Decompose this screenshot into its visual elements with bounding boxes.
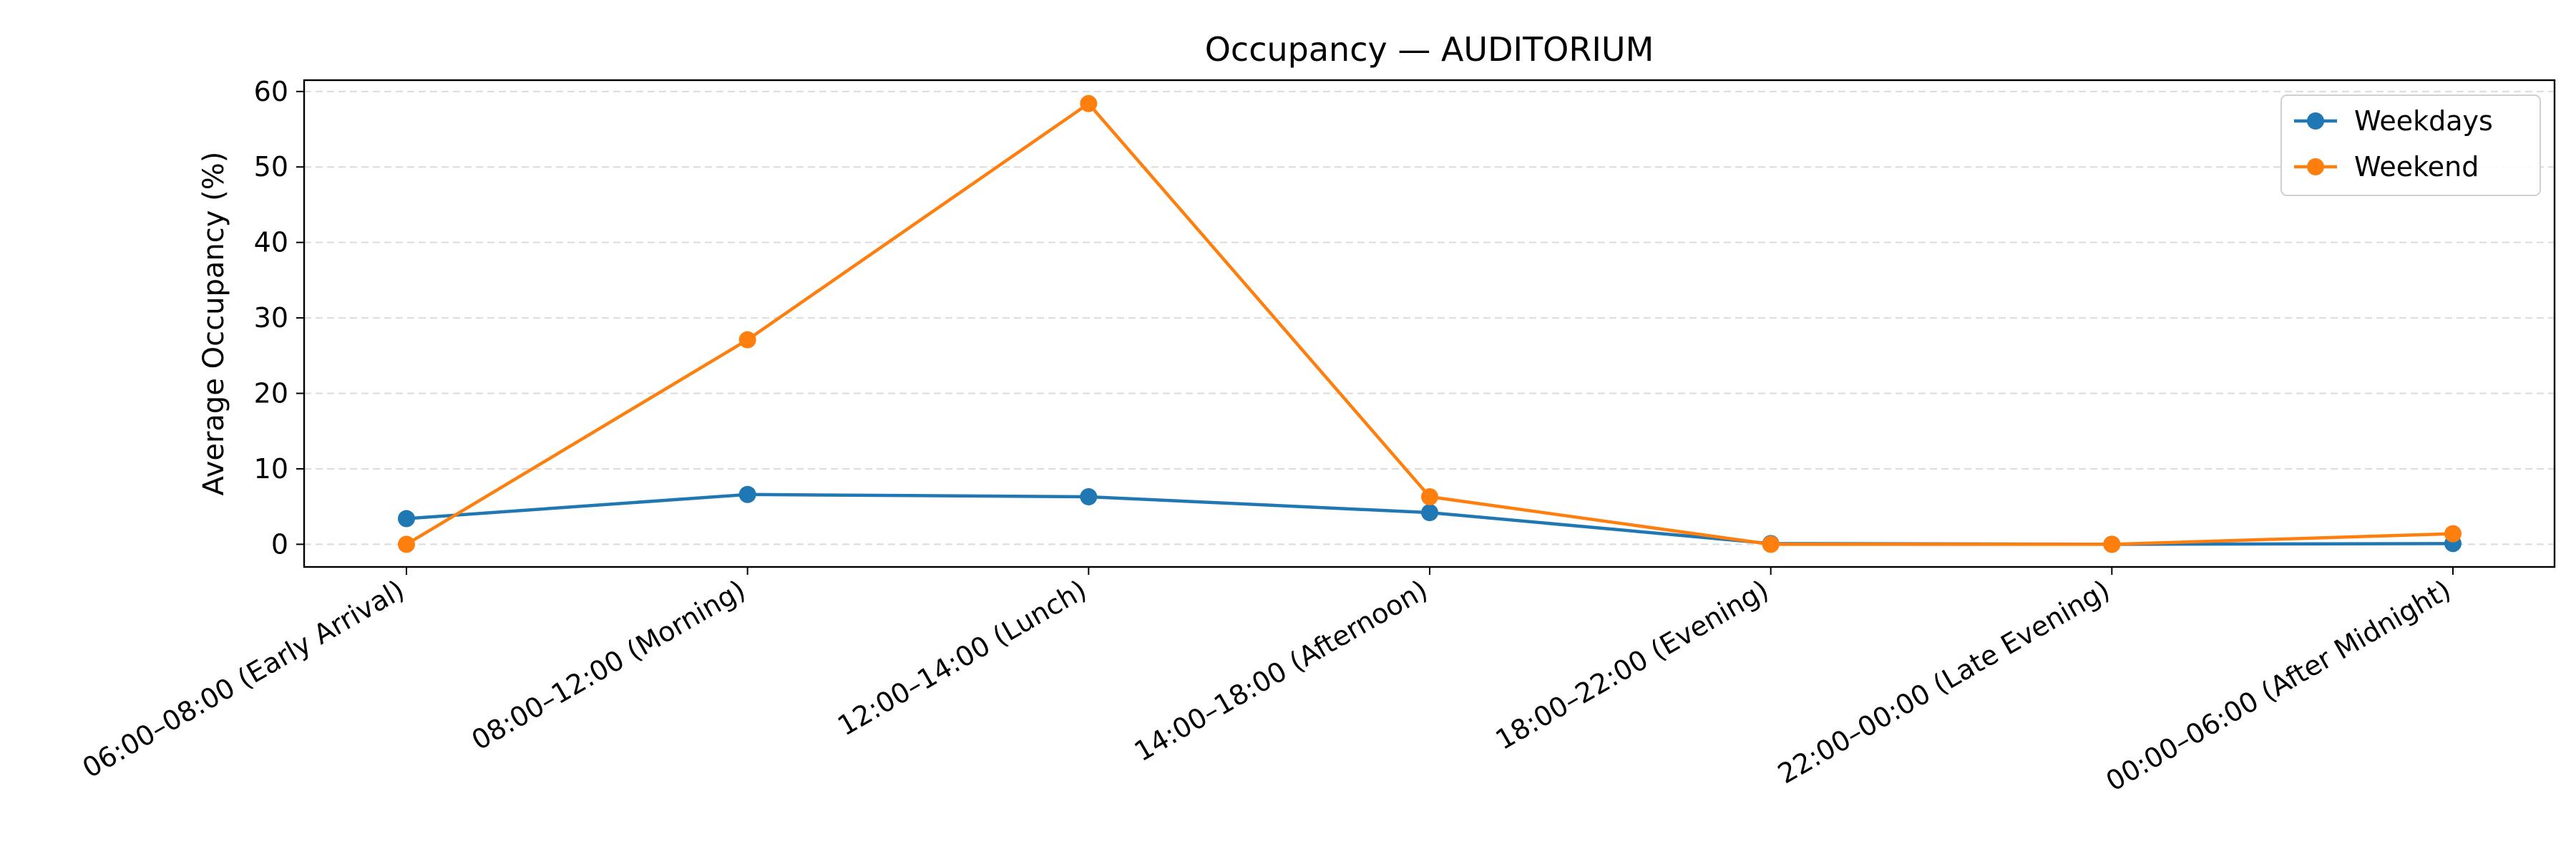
data-point <box>1080 94 1098 112</box>
legend-box <box>2280 94 2541 196</box>
data-point <box>2444 525 2462 543</box>
y-tick-label: 30 <box>254 302 288 334</box>
y-tick-label: 10 <box>254 453 288 485</box>
y-axis-title: Average Occupancy (%) <box>197 152 230 496</box>
data-point <box>398 535 415 553</box>
legend-marker <box>2307 112 2324 130</box>
y-tick-label: 0 <box>271 528 288 560</box>
data-point <box>1762 535 1780 553</box>
data-point <box>738 331 756 349</box>
chart-title: Occupancy — AUDITORIUM <box>1205 30 1654 69</box>
y-tick-label: 60 <box>254 76 288 107</box>
data-point <box>1421 487 1438 505</box>
y-tick-label: 40 <box>254 227 288 258</box>
legend-label: Weekdays <box>2354 105 2493 137</box>
legend-label: Weekend <box>2354 151 2479 183</box>
y-axis: 0 10 20 30 40 50 60 <box>254 76 304 560</box>
grid-lines <box>304 90 2555 545</box>
series-layer <box>398 94 2462 553</box>
legend: Weekdays Weekend <box>2280 94 2541 196</box>
y-tick-label: 50 <box>254 151 288 183</box>
data-point <box>1080 487 1098 505</box>
data-point <box>398 510 415 528</box>
y-tick-label: 20 <box>254 378 288 409</box>
data-point <box>2103 535 2121 553</box>
data-point <box>1421 504 1438 522</box>
data-point <box>738 485 756 503</box>
legend-marker <box>2307 158 2324 175</box>
